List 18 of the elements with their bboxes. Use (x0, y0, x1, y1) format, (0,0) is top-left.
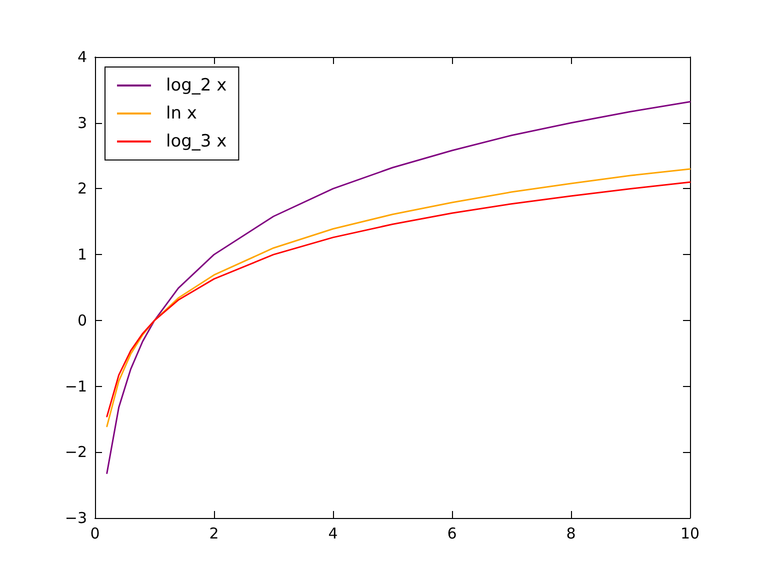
legend-label: log_2 x (166, 76, 227, 96)
x-tick-label: 4 (328, 524, 338, 542)
x-tick-label: 8 (566, 524, 576, 542)
x-tick-label: 2 (209, 524, 219, 542)
y-tick-label: −1 (64, 377, 87, 396)
line-series (106, 101, 691, 474)
x-tick-label: 6 (447, 524, 457, 542)
x-tick-label: 0 (90, 524, 100, 542)
x-tick-label: 10 (680, 524, 700, 542)
legend-label: log_3 x (166, 132, 227, 152)
y-tick-label: 0 (77, 311, 87, 330)
y-tick-label: 1 (77, 246, 87, 264)
y-tick-label: 2 (77, 180, 87, 198)
legend-label: ln x (166, 104, 197, 124)
y-tick-label: 4 (77, 48, 87, 66)
y-tick-label: −2 (64, 443, 87, 462)
y-tick-label: 3 (77, 114, 87, 132)
y-tick-label: −3 (64, 509, 87, 527)
